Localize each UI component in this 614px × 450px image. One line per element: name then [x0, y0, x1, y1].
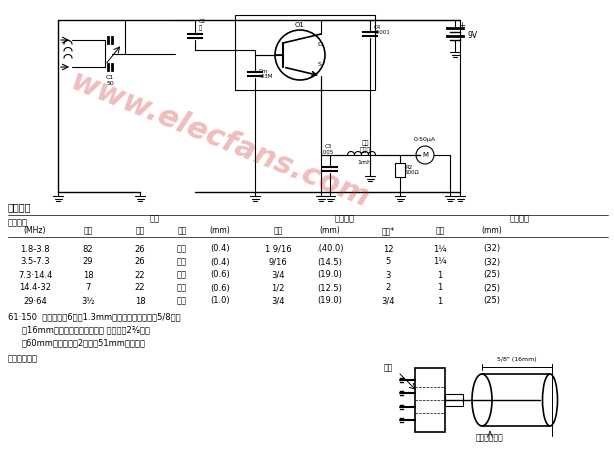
Text: C4
.0001: C4 .0001 — [374, 25, 390, 36]
Text: (25): (25) — [483, 284, 500, 292]
Text: 82: 82 — [83, 244, 93, 253]
Text: 扼流圈: 扼流圈 — [359, 147, 371, 153]
Text: (0.6): (0.6) — [210, 284, 230, 292]
Text: 1 9/16: 1 9/16 — [265, 244, 291, 253]
Text: (mm): (mm) — [209, 226, 230, 235]
Text: (mm): (mm) — [481, 226, 502, 235]
Text: 7: 7 — [85, 284, 91, 292]
Bar — [395, 163, 405, 177]
Text: （60mm），距地要2英寸（51mm）插头。: （60mm），距地要2英寸（51mm）插头。 — [22, 338, 146, 347]
Text: C2
封: C2 封 — [199, 19, 206, 31]
Bar — [415, 368, 445, 432]
Text: 61·150  由美制线规6号（1.3mm）线绕马蹄形，距离5/8英寸: 61·150 由美制线规6号（1.3mm）线绕马蹄形，距离5/8英寸 — [8, 312, 181, 321]
Text: 英寸: 英寸 — [435, 226, 445, 235]
Text: .005: .005 — [322, 150, 334, 156]
Bar — [445, 394, 463, 406]
Text: 1.8-3.8: 1.8-3.8 — [20, 244, 50, 253]
Text: ＊由底端算起: ＊由底端算起 — [8, 355, 38, 364]
Bar — [235, 15, 375, 90]
Text: 引脚: 引脚 — [383, 364, 392, 373]
Text: 3: 3 — [386, 270, 391, 279]
Text: 29·64: 29·64 — [23, 297, 47, 306]
Text: 1mH: 1mH — [357, 161, 372, 166]
Text: C1
50: C1 50 — [106, 75, 114, 86]
Text: .(40.0): .(40.0) — [316, 244, 344, 253]
Text: M: M — [422, 152, 428, 158]
Text: 线圈直径: 线圈直径 — [510, 215, 530, 224]
Text: 1¼: 1¼ — [433, 244, 447, 253]
Text: (19.0): (19.0) — [317, 270, 343, 279]
Text: C3: C3 — [324, 144, 332, 149]
Text: 频率范围: 频率范围 — [8, 219, 28, 228]
Text: 镀锡: 镀锡 — [177, 297, 187, 306]
Text: (1.0): (1.0) — [210, 297, 230, 306]
Text: 9V: 9V — [467, 31, 477, 40]
Text: 3.5-7.3: 3.5-7.3 — [20, 257, 50, 266]
Text: R2
500Ω: R2 500Ω — [405, 165, 419, 176]
Text: (mm): (mm) — [320, 226, 340, 235]
Text: （16mm），包括线圈架形引脚 其长度为2⅜英寸: （16mm），包括线圈架形引脚 其长度为2⅜英寸 — [22, 325, 150, 334]
Text: 1: 1 — [437, 297, 443, 306]
Text: 英寸: 英寸 — [273, 226, 282, 235]
Text: 22: 22 — [134, 270, 146, 279]
Text: 9/16: 9/16 — [269, 257, 287, 266]
Text: 线圈数据: 线圈数据 — [8, 202, 31, 212]
Text: 漆包: 漆包 — [177, 284, 187, 292]
Text: 14.4-32: 14.4-32 — [19, 284, 51, 292]
Text: 3/4: 3/4 — [271, 297, 285, 306]
Text: 1: 1 — [437, 270, 443, 279]
Text: 26: 26 — [134, 244, 146, 253]
Text: 3/4: 3/4 — [381, 297, 395, 306]
Text: (14.5): (14.5) — [317, 257, 343, 266]
Text: 线径: 线径 — [150, 215, 160, 224]
Text: D: D — [317, 42, 322, 48]
Text: 类别: 类别 — [135, 226, 145, 235]
Text: 18: 18 — [83, 270, 93, 279]
Text: 3/4: 3/4 — [271, 270, 285, 279]
Text: (MHz): (MHz) — [24, 226, 46, 235]
Text: (25): (25) — [483, 270, 500, 279]
Text: 22: 22 — [134, 284, 146, 292]
Text: (25): (25) — [483, 297, 500, 306]
Text: (0.4): (0.4) — [210, 244, 230, 253]
Text: (0.6): (0.6) — [210, 270, 230, 279]
Text: (0.4): (0.4) — [210, 257, 230, 266]
Text: (32): (32) — [483, 244, 500, 253]
Text: +: + — [458, 21, 465, 30]
Text: S: S — [318, 63, 322, 68]
Text: 线规: 线规 — [177, 226, 187, 235]
Text: 1/2: 1/2 — [271, 284, 285, 292]
Text: O1: O1 — [295, 22, 305, 28]
Text: 漆包: 漆包 — [177, 270, 187, 279]
Text: 1¼: 1¼ — [433, 257, 447, 266]
Text: 7.3·14.4: 7.3·14.4 — [18, 270, 52, 279]
Text: 漆包: 漆包 — [177, 244, 187, 253]
Text: 线圈截面形状: 线圈截面形状 — [476, 433, 504, 442]
Text: 18: 18 — [134, 297, 146, 306]
Text: 漆包: 漆包 — [177, 257, 187, 266]
Text: 3½: 3½ — [81, 297, 95, 306]
Text: 插头*: 插头* — [381, 226, 395, 235]
Text: 0-50μA: 0-50μA — [414, 136, 436, 141]
Text: 窗口长度: 窗口长度 — [335, 215, 355, 224]
Text: 2: 2 — [386, 284, 391, 292]
Text: www.elecfans.com: www.elecfans.com — [66, 67, 374, 213]
Text: 26: 26 — [134, 257, 146, 266]
Text: 5/8" (16mm): 5/8" (16mm) — [497, 357, 537, 363]
Text: (32): (32) — [483, 257, 500, 266]
Text: 29: 29 — [83, 257, 93, 266]
Text: (19.0): (19.0) — [317, 297, 343, 306]
Text: (12.5): (12.5) — [317, 284, 343, 292]
Text: 匝数: 匝数 — [84, 226, 93, 235]
Text: 12: 12 — [383, 244, 393, 253]
Text: 1: 1 — [437, 284, 443, 292]
Text: 射频: 射频 — [361, 140, 369, 146]
Text: Cm
.33M: Cm .33M — [259, 68, 273, 79]
Text: 5: 5 — [386, 257, 391, 266]
